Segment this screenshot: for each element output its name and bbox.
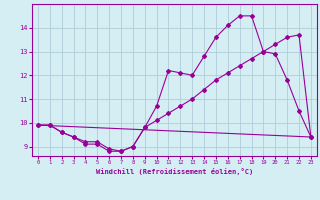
X-axis label: Windchill (Refroidissement éolien,°C): Windchill (Refroidissement éolien,°C) bbox=[96, 168, 253, 175]
